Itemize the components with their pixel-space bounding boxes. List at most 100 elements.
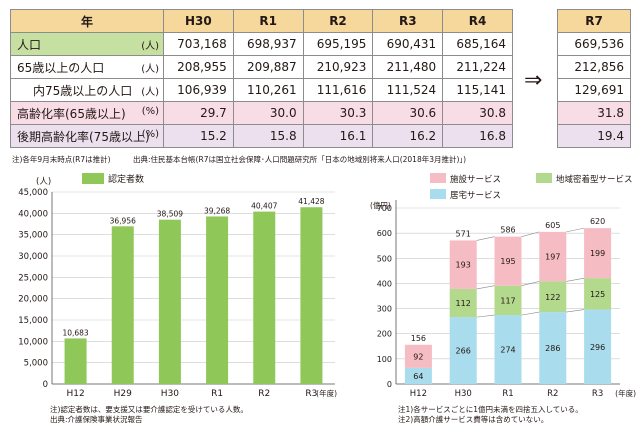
stacked-segment (404, 344, 432, 368)
table-row-aging-rate: 高齢化率(65歳以上) (%) 29.7 30.0 30.3 30.6 30.8 (10, 101, 513, 125)
table-cell: 30.3 (302, 101, 374, 125)
table-cell: 16.1 (302, 124, 374, 148)
table-cell: 31.8 (557, 101, 631, 125)
y-tick-label: 30,000 (18, 252, 48, 262)
row-unit: (%) (141, 106, 159, 117)
bar (158, 219, 181, 384)
data-label: 125 (590, 290, 605, 299)
y-tick-label: 35,000 (18, 231, 48, 241)
total-label: 571 (456, 229, 471, 238)
x-tick-label: H29 (114, 389, 132, 399)
x-axis-label: (年度) (615, 388, 636, 398)
table-cell: 208,955 (163, 55, 234, 79)
data-label: 112 (456, 299, 471, 308)
x-tick-label: H30 (455, 389, 472, 399)
stacked-segment (494, 285, 522, 316)
table-cell: 212,856 (557, 55, 631, 79)
header-year-r7: R7 (557, 9, 631, 33)
y-tick-label: 100 (377, 355, 392, 364)
table-row-75plus: 内75歳以上の人口 (人) 106,939 110,261 111,616 111… (10, 78, 513, 102)
y-tick-label: 25,000 (18, 273, 48, 283)
y-axis-label: (億円) (370, 200, 391, 210)
legend-label: 地域密着型サービス (556, 174, 633, 185)
data-label: 274 (500, 346, 515, 355)
table-cell: 690,431 (372, 32, 444, 56)
x-axis-label: (年度) (316, 388, 337, 398)
r7-projection-table: R7 669,536 212,856 129,691 31.8 19.4 (557, 9, 631, 148)
data-label: 41,428 (298, 197, 324, 206)
connector-line (566, 277, 585, 282)
connector-line (521, 311, 540, 316)
bar (64, 338, 87, 384)
row-label: 65歳以上の人口 (人) (10, 55, 164, 79)
stacked-segment (449, 317, 477, 384)
bar (253, 211, 276, 384)
data-label: 266 (456, 347, 471, 356)
data-label: 117 (500, 296, 515, 305)
x-tick-label: H12 (66, 389, 84, 399)
bar (206, 216, 229, 384)
table-cell: 19.4 (557, 124, 631, 148)
y-axis-label: (人) (36, 177, 51, 187)
header-year: R3 (372, 9, 444, 33)
y-tick-label: 5,000 (24, 359, 48, 369)
stacked-segment (584, 309, 612, 384)
stacked-segment (449, 288, 477, 318)
table-cell: 30.0 (232, 101, 304, 125)
data-label: 193 (456, 261, 471, 270)
table-cell: 669,536 (557, 32, 631, 56)
total-label: 586 (500, 226, 515, 235)
row-unit: (人) (141, 64, 159, 75)
y-tick-label: 300 (377, 305, 392, 314)
table-cell: 30.8 (442, 101, 513, 125)
table-cell: 15.8 (232, 124, 304, 148)
total-label: 605 (545, 221, 560, 230)
connector-line (476, 285, 495, 290)
table-cell: 211,480 (372, 55, 444, 79)
bar (300, 207, 323, 384)
data-label: 122 (545, 293, 560, 302)
data-label: 195 (500, 257, 515, 266)
x-tick-label: R3 (592, 389, 603, 399)
data-label: 199 (590, 249, 605, 258)
table-cell: 15.2 (163, 124, 234, 148)
stacked-segment (404, 367, 432, 384)
data-label: 38,509 (157, 210, 183, 219)
legend-label: 居宅サービス (450, 190, 501, 201)
table-row-population: 人口 (人) 703,168 698,937 695,195 690,431 68… (10, 32, 513, 56)
row-unit: (人) (141, 41, 159, 52)
x-tick-label: R2 (258, 389, 270, 399)
header-year: R2 (302, 9, 374, 33)
table-cell: 110,261 (232, 78, 304, 102)
table-cell: 106,939 (163, 78, 234, 102)
chart2-note-2: 注2)高額介護サービス費等は含めていない。 (398, 415, 549, 424)
x-tick-label: R1 (211, 389, 223, 399)
data-label: 40,407 (251, 202, 277, 211)
legend-label: 認定者数 (108, 173, 144, 185)
data-label: 296 (590, 343, 605, 352)
row-label: 高齢化率(65歳以上) (%) (10, 101, 164, 125)
connector-line (476, 314, 495, 318)
connector-line (521, 231, 540, 237)
legend-label: 施設サービス (450, 174, 501, 185)
y-tick-label: 200 (377, 330, 392, 339)
stacked-segment (494, 236, 522, 286)
x-tick-label: R2 (547, 389, 558, 399)
care-expenditure-chart: 0 100 200 300 400 500 600 700(億円) 施設サービス 地域密着型サービ… (370, 173, 636, 399)
header-year: H30 (163, 9, 234, 33)
data-label: 197 (545, 253, 560, 262)
data-label: 286 (545, 344, 560, 353)
legend-swatch (536, 173, 552, 183)
y-tick-label: 0 (387, 380, 392, 389)
stacked-segment (539, 231, 567, 282)
table-header-row: 年 H30 R1 R2 R3 R4 (10, 9, 513, 33)
connector-line (521, 281, 540, 286)
header-year: R4 (442, 9, 513, 33)
data-label: 10,683 (62, 328, 88, 337)
data-label: 36,956 (110, 216, 136, 225)
table-cell: 698,937 (232, 32, 304, 56)
table-cell: 16.2 (372, 124, 444, 148)
table-cell: 703,168 (163, 32, 234, 56)
y-tick-label: 500 (377, 254, 392, 263)
table-cell: 211,224 (442, 55, 513, 79)
